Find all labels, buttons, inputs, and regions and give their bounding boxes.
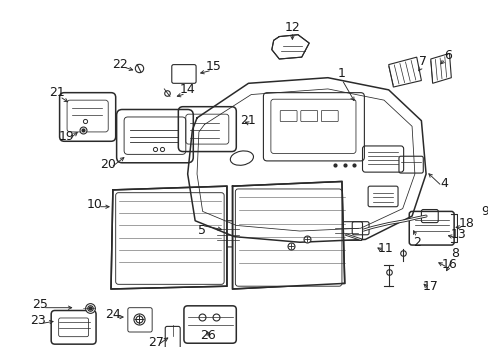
FancyBboxPatch shape [116, 193, 224, 284]
Text: 9: 9 [480, 205, 488, 218]
Text: 21: 21 [49, 86, 64, 99]
Text: 17: 17 [422, 280, 438, 293]
Polygon shape [232, 181, 344, 289]
Text: 14: 14 [180, 84, 195, 96]
Text: 12: 12 [284, 21, 300, 34]
Text: 8: 8 [450, 247, 458, 260]
Text: 18: 18 [457, 217, 473, 230]
Text: 5: 5 [197, 224, 205, 237]
Text: 10: 10 [86, 198, 102, 211]
Text: 25: 25 [32, 298, 48, 311]
Text: 26: 26 [200, 329, 216, 342]
Text: 7: 7 [418, 55, 427, 68]
Text: 3: 3 [487, 236, 488, 249]
Polygon shape [388, 57, 421, 87]
Text: 2: 2 [412, 236, 420, 249]
Text: 13: 13 [450, 228, 466, 241]
Text: 24: 24 [105, 308, 121, 321]
Text: 4: 4 [440, 177, 448, 190]
Text: 19: 19 [58, 130, 74, 143]
Text: 1: 1 [337, 67, 345, 81]
Text: 6: 6 [443, 49, 450, 62]
Text: 23: 23 [30, 314, 46, 327]
Text: 20: 20 [100, 158, 116, 171]
Polygon shape [111, 186, 226, 289]
Text: 16: 16 [441, 258, 456, 271]
Text: 15: 15 [205, 60, 222, 73]
Polygon shape [430, 53, 450, 83]
FancyBboxPatch shape [235, 189, 341, 286]
Text: 11: 11 [377, 242, 393, 255]
Text: 27: 27 [148, 336, 163, 349]
Text: 22: 22 [112, 58, 128, 71]
Text: 21: 21 [240, 114, 256, 127]
Polygon shape [271, 35, 308, 59]
